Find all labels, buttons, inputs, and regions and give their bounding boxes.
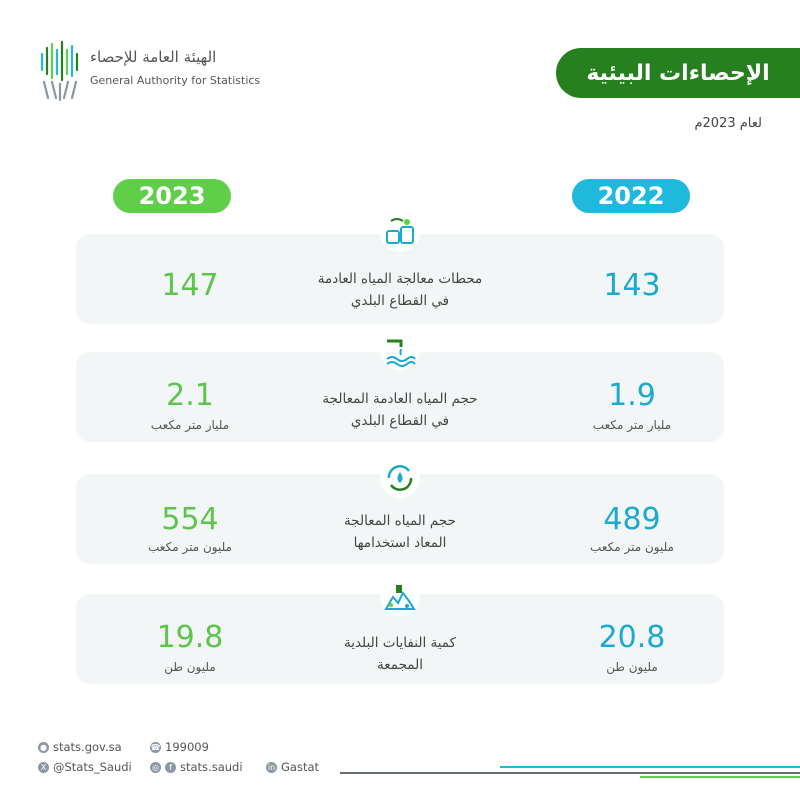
stat-label-line2: في القطاع البلدي bbox=[350, 413, 450, 429]
stat-label-line2: في القطاع البلدي bbox=[350, 293, 450, 309]
water-recycle-icon bbox=[380, 458, 420, 498]
stat-label-line2: المعاد استخدامها bbox=[353, 535, 447, 551]
logo-english-name: General Authority for Statistics bbox=[90, 74, 261, 87]
facebook-icon: f bbox=[165, 761, 176, 773]
value-2022: 489 bbox=[603, 502, 661, 537]
value-2023: 19.8 bbox=[156, 620, 224, 655]
unit-2022: مليار متر مكعب bbox=[592, 418, 672, 432]
value-2023: 554 bbox=[161, 502, 219, 537]
page-subtitle: لعام 2023م bbox=[694, 116, 762, 131]
stat-label: حجم المياه العادمة المعالجة في القطاع ال… bbox=[290, 388, 510, 432]
unit-2022: مليون طن bbox=[606, 660, 658, 674]
instagram-icon: ◎ bbox=[150, 761, 161, 773]
stat-label-line2: المجمعة bbox=[377, 657, 423, 673]
stat-label-line1: كمية النفايات البلدية bbox=[343, 635, 457, 651]
water-pipe-icon bbox=[380, 330, 420, 370]
linkedin-icon: in bbox=[266, 761, 277, 773]
value-2022: 1.9 bbox=[608, 378, 656, 413]
stat-label-line1: حجم المياه المعالجة bbox=[344, 513, 456, 529]
unit-2023: مليار متر مكعب bbox=[150, 418, 230, 432]
unit-2023: مليون متر مكعب bbox=[148, 540, 232, 554]
phone-text: 199009 bbox=[165, 740, 209, 754]
phone-icon: ☎ bbox=[150, 741, 161, 753]
year-label-2023: 2023 bbox=[113, 179, 231, 213]
stat-label-line1: حجم المياه العادمة المعالجة bbox=[322, 391, 478, 407]
globe-icon: ● bbox=[38, 741, 49, 753]
year-label-2022: 2022 bbox=[572, 179, 690, 213]
logo-arabic-name: الهيئة العامة للإحصاء bbox=[90, 48, 217, 66]
value-2022: 143 bbox=[603, 268, 661, 303]
stat-label: حجم المياه المعالجة المعاد استخدامها bbox=[290, 510, 510, 554]
value-2023: 147 bbox=[161, 268, 219, 303]
footer-phone[interactable]: ☎ 199009 bbox=[150, 740, 209, 754]
unit-2022: مليون متر مكعب bbox=[590, 540, 674, 554]
linkedin-text: Gastat bbox=[281, 760, 320, 774]
waste-pile-icon bbox=[380, 576, 420, 616]
stat-label: محطات معالجة المياه العادمة في القطاع ال… bbox=[290, 268, 510, 312]
social-text: stats.saudi bbox=[180, 760, 243, 774]
unit-2023: مليون طن bbox=[164, 660, 216, 674]
footer-website[interactable]: ● stats.gov.sa bbox=[38, 740, 122, 754]
footer-twitter[interactable]: X @Stats_Saudi bbox=[38, 760, 132, 774]
footer-linkedin[interactable]: in Gastat bbox=[266, 760, 319, 774]
stat-label-line1: محطات معالجة المياه العادمة bbox=[317, 271, 483, 287]
stat-label: كمية النفايات البلدية المجمعة bbox=[290, 632, 510, 676]
footer-decorative-lines bbox=[340, 766, 800, 778]
twitter-text: @Stats_Saudi bbox=[53, 760, 132, 774]
treatment-plant-icon bbox=[380, 212, 420, 252]
value-2022: 20.8 bbox=[598, 620, 666, 655]
stat-card-treated-wastewater: 2.1 مليار متر مكعب 1.9 مليار متر مكعب حج… bbox=[76, 352, 724, 442]
gastat-logo: الهيئة العامة للإحصاء General Authority … bbox=[38, 40, 260, 102]
gastat-emblem-icon bbox=[40, 40, 79, 102]
x-logo-icon: X bbox=[38, 761, 49, 773]
value-2023: 2.1 bbox=[166, 378, 214, 413]
website-text: stats.gov.sa bbox=[53, 740, 122, 754]
footer-social[interactable]: ◎ f stats.saudi bbox=[150, 760, 243, 774]
page-title: الإحصاءات البيئية bbox=[556, 48, 800, 98]
